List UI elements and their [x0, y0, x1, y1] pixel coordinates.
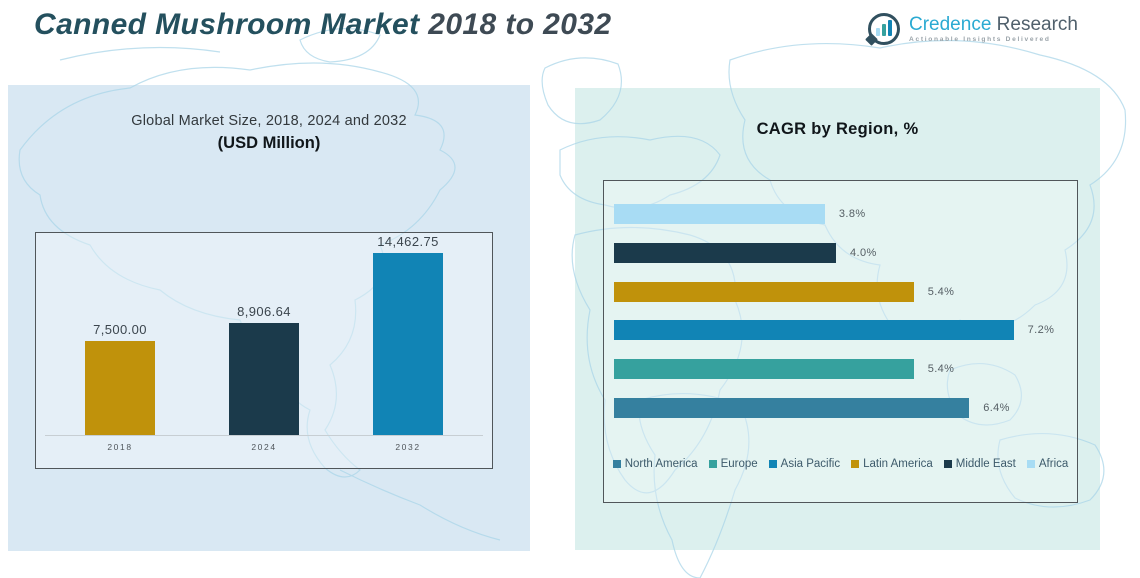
logo-brand-research: Research	[991, 13, 1078, 35]
logo-bar-medium	[882, 24, 886, 36]
bar-2018	[85, 340, 155, 435]
legend-label: Middle East	[955, 458, 1016, 470]
legend-swatch	[768, 460, 777, 468]
bar-2032	[373, 253, 443, 435]
x-axis-labels: 2018 2024 2032	[36, 436, 492, 452]
legend-item-north-america: North America	[612, 458, 698, 470]
legend-item-middle-east: Middle East	[943, 458, 1016, 470]
market-size-chart-title: Global Market Size, 2018, 2024 and 2032 …	[8, 113, 530, 153]
page-title-years: 2018 to 2032	[419, 8, 612, 41]
legend-label: Latin America	[863, 458, 933, 470]
data-label: 4.0%	[850, 246, 877, 259]
legend-swatch	[943, 460, 952, 468]
logo-bar-small	[876, 28, 880, 36]
bar-Latin America	[614, 281, 914, 302]
data-label: 3.8%	[838, 208, 866, 220]
logo-bar-tall	[888, 20, 892, 36]
data-label: 5.4%	[927, 363, 955, 376]
column-group-2024: 8,906.64	[192, 304, 336, 435]
data-label: 14,462.75	[377, 234, 439, 249]
cagr-plot-area: 3.8% 4.0% 5.4% 7.2% 5.4% 6.4%	[614, 204, 1077, 444]
column-group-2032: 14,462.75	[336, 234, 480, 435]
legend-label: Europe	[720, 458, 758, 470]
legend-label: North America	[624, 458, 698, 470]
data-label: 7,500.00	[93, 321, 147, 337]
data-label: 5.4%	[927, 285, 955, 298]
x-tick-label: 2032	[395, 442, 421, 452]
legend-swatch	[612, 460, 621, 468]
page-title-market: Canned Mushroom Market	[34, 8, 420, 41]
data-label: 8,906.64	[237, 303, 291, 319]
logo-text: Credence Research Actionable Insights De…	[909, 15, 1078, 44]
legend-item-africa: Africa	[1026, 458, 1069, 470]
cagr-legend: North America Europe Asia Pacific Latin Ame…	[604, 458, 1077, 470]
data-label: 7.2%	[1027, 324, 1055, 337]
logo-tagline: Actionable Insights Delivered	[909, 35, 1051, 43]
x-tick-label: 2018	[107, 442, 133, 452]
legend-item-europe: Europe	[708, 458, 758, 470]
market-size-chart-title-line1: Global Market Size, 2018, 2024 and 2032	[131, 113, 407, 129]
x-tick-label: 2024	[251, 442, 277, 452]
bar-North America	[614, 398, 970, 418]
page-title: Canned Mushroom Market 2018 to 2032	[34, 8, 612, 42]
legend-swatch	[708, 460, 717, 468]
data-label: 6.4%	[983, 402, 1010, 414]
legend-item-asia-pacific: Asia Pacific	[768, 458, 841, 470]
market-size-chart-subtitle: (USD Million)	[217, 134, 321, 152]
bar-Europe	[614, 359, 914, 380]
logo-brand: Credence Research	[909, 15, 1078, 34]
bar-Africa	[614, 204, 825, 224]
legend-label: Africa	[1038, 458, 1069, 470]
legend-label: Asia Pacific	[780, 458, 841, 470]
legend-item-latin-america: Latin America	[851, 458, 933, 470]
cagr-chart-title: CAGR by Region, %	[756, 120, 919, 138]
market-size-plot-area: 7,500.00 8,906.64 14,462.75	[36, 234, 492, 435]
bar-2024	[229, 322, 299, 435]
bar-Asia Pacific	[614, 320, 1014, 341]
bar-chart-bubble-icon	[865, 13, 900, 46]
legend-swatch	[851, 460, 860, 468]
legend-swatch	[1026, 460, 1035, 468]
logo-brand-credence: Credence	[909, 13, 992, 35]
credence-research-logo: Credence Research Actionable Insights De…	[865, 13, 1078, 46]
column-group-2018: 7,500.00	[48, 322, 192, 435]
market-size-chart: 7,500.00 8,906.64 14,462.75 2018 2024 2032	[35, 232, 493, 469]
bar-Middle East	[614, 242, 836, 263]
cagr-chart: 3.8% 4.0% 5.4% 7.2% 5.4% 6.4% North America Eu…	[603, 180, 1078, 503]
